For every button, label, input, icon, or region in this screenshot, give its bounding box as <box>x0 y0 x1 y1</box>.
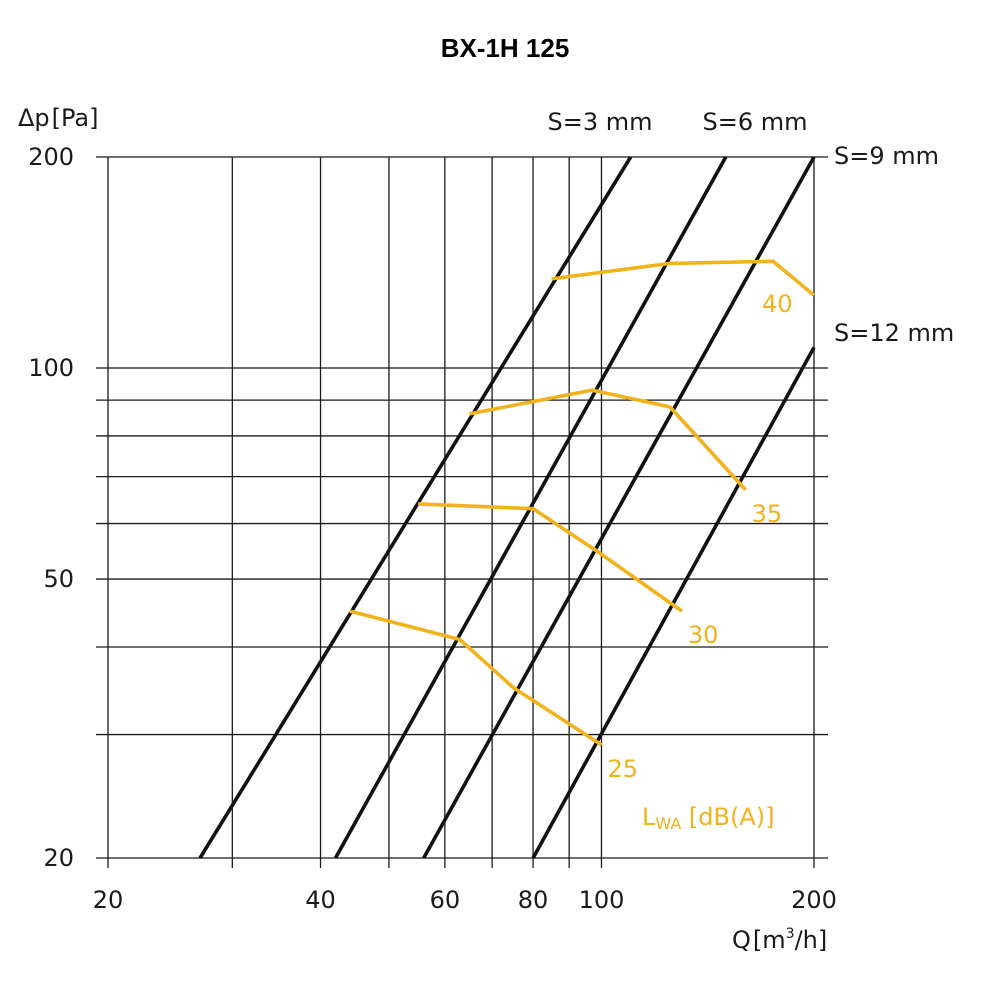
svg-text:Q[m3/h]: Q[m3/h] <box>732 926 827 954</box>
y-axis-symbol: Δp <box>18 104 50 132</box>
noise-curve-label: 25 <box>607 755 638 783</box>
noise-curve <box>551 259 816 297</box>
x-axis-unit-suffix: /h] <box>795 926 828 954</box>
system-curve-label: S=12 mm <box>834 319 954 347</box>
x-tick-label: 40 <box>305 886 336 914</box>
x-axis-unit-sup: 3 <box>786 926 795 942</box>
noise-curve <box>418 502 683 613</box>
chart-title: BX-1H 125 <box>441 33 570 63</box>
system-curve <box>422 156 816 859</box>
y-tick-label: 20 <box>43 844 74 872</box>
noise-curve <box>349 609 603 747</box>
grid <box>96 156 828 868</box>
tick-labels: 20 40 60 80 100 200 20 50 100 200 <box>28 143 837 914</box>
system-curve-label: S=6 mm <box>703 108 808 136</box>
system-curve-label: S=9 mm <box>834 142 939 170</box>
x-tick-label: 200 <box>791 886 837 914</box>
system-curves: S=3 mm S=6 mm S=9 mm S=12 mm <box>198 108 954 859</box>
x-tick-label: 60 <box>430 886 461 914</box>
noise-curve-label: 30 <box>688 621 719 649</box>
noise-legend-prefix: L <box>642 803 656 831</box>
x-tick-label: 80 <box>518 886 549 914</box>
noise-curve-label: 35 <box>752 500 783 528</box>
y-tick-label: 100 <box>28 354 74 382</box>
x-axis-unit-prefix: [m <box>753 926 786 954</box>
noise-legend-suffix: [dB(A)] <box>681 803 774 831</box>
svg-text:Δp[Pa]: Δp[Pa] <box>18 104 98 132</box>
x-tick-label: 20 <box>93 886 124 914</box>
x-axis-label: Q[m3/h] <box>732 926 827 954</box>
system-curve <box>531 346 816 859</box>
noise-curve-label: 40 <box>762 290 793 318</box>
x-tick-label: 100 <box>579 886 625 914</box>
svg-text:LWA [dB(A)]: LWA [dB(A)] <box>642 803 774 833</box>
y-tick-label: 50 <box>43 565 74 593</box>
system-curve <box>198 156 633 859</box>
noise-legend: LWA [dB(A)] <box>642 803 774 833</box>
y-axis-label: Δp[Pa] <box>18 104 98 132</box>
x-axis-symbol: Q <box>732 926 751 954</box>
system-curve-label: S=3 mm <box>548 108 653 136</box>
noise-curve <box>469 388 747 492</box>
y-axis-unit: [Pa] <box>52 104 99 132</box>
noise-legend-sub: WA <box>655 814 681 833</box>
y-tick-label: 200 <box>28 143 74 171</box>
noise-curves: 25 30 35 40 <box>349 259 816 783</box>
